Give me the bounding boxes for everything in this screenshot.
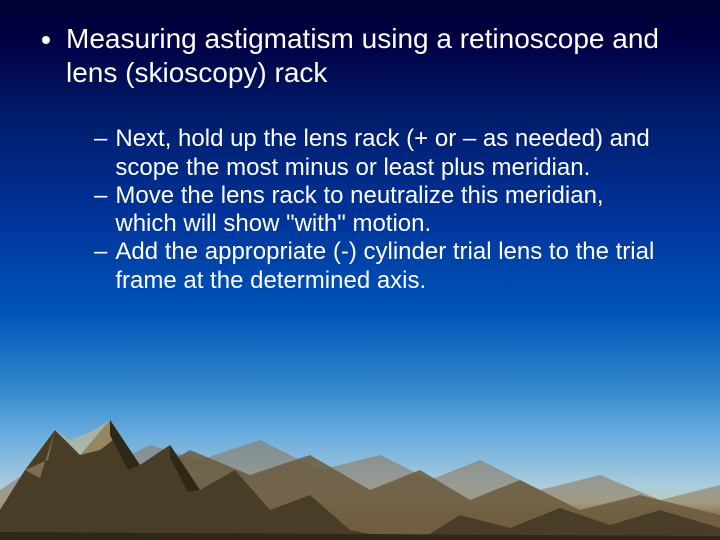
list-item: – Add the appropriate (-) cylinder trial…: [94, 238, 670, 295]
list-item: – Move the lens rack to neutralize this …: [94, 182, 670, 239]
bullet-text: Add the appropriate (-) cylinder trial l…: [115, 238, 670, 295]
sub-bullet-list: – Next, hold up the lens rack (+ or – as…: [94, 125, 670, 295]
title-bullet: Measuring astigmatism using a retinoscop…: [40, 22, 680, 89]
slide-content: Measuring astigmatism using a retinoscop…: [0, 22, 720, 295]
list-item: – Next, hold up the lens rack (+ or – as…: [94, 125, 670, 182]
dash-icon: –: [94, 125, 107, 153]
slide-container: Measuring astigmatism using a retinoscop…: [0, 0, 720, 540]
dash-icon: –: [94, 238, 107, 266]
dash-icon: –: [94, 182, 107, 210]
bullet-text: Next, hold up the lens rack (+ or – as n…: [115, 125, 670, 182]
mountain-art-icon: [0, 360, 720, 540]
slide-title: Measuring astigmatism using a retinoscop…: [66, 22, 680, 89]
bullet-text: Move the lens rack to neutralize this me…: [115, 182, 670, 239]
bullet-dot-icon: [42, 36, 50, 44]
